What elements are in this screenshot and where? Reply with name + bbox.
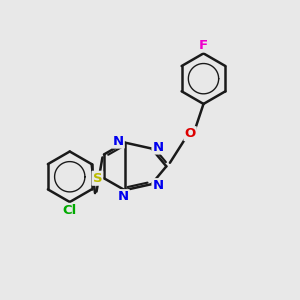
Text: Cl: Cl	[63, 204, 77, 217]
Text: O: O	[184, 127, 196, 140]
Text: F: F	[199, 39, 208, 52]
Text: N: N	[118, 190, 129, 203]
Text: N: N	[112, 135, 124, 148]
Text: N: N	[152, 140, 164, 154]
Text: S: S	[93, 172, 102, 185]
Text: N: N	[152, 179, 164, 192]
